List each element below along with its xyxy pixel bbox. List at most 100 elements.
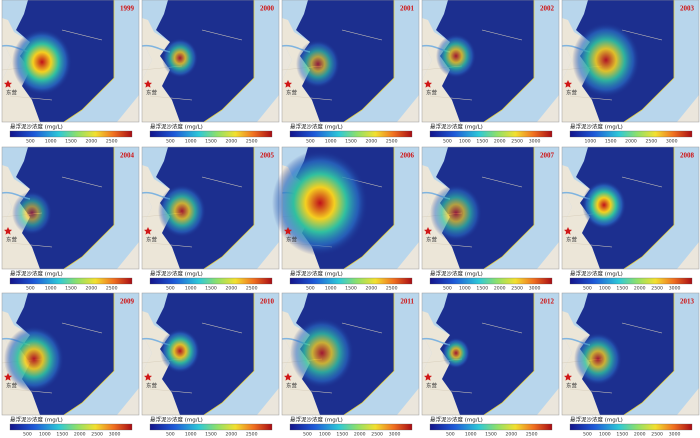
colorbar-tick-label: 500 <box>446 432 455 438</box>
colorbar-tick-label: 1000 <box>45 139 57 145</box>
panel-border <box>1 292 140 416</box>
city-marker <box>144 80 152 88</box>
city-label: 东营 <box>286 382 298 390</box>
city-marker <box>144 227 152 235</box>
city-label: 东营 <box>286 236 298 244</box>
colorbar <box>569 423 693 431</box>
colorbar-tick-label: 500 <box>26 286 35 292</box>
colorbar-tick-label: 2000 <box>505 432 517 438</box>
colorbar-tick-label: 1500 <box>56 432 68 438</box>
year-label: 2011 <box>400 298 414 306</box>
colorbar-tick-label: 1500 <box>616 432 628 438</box>
panel-border <box>141 292 280 416</box>
year-label: 2012 <box>540 298 555 306</box>
colorbar-tick-label: 2000 <box>225 432 237 438</box>
city-label: 东营 <box>146 236 158 244</box>
colorbar-tick-label: 1000 <box>319 432 331 438</box>
year-label: 2010 <box>260 298 275 306</box>
colorbar-tick-label: 1500 <box>345 286 357 292</box>
colorbar-tick-label: 500 <box>166 286 175 292</box>
colorbar-tick-label: 3000 <box>529 286 541 292</box>
year-label: 2000 <box>260 5 275 13</box>
colorbar-tick-label: 2000 <box>85 286 97 292</box>
sediment-plume <box>572 22 640 98</box>
city-marker <box>4 373 12 381</box>
city-marker <box>564 373 572 381</box>
colorbar-tick-label: 2000 <box>85 139 97 145</box>
colorbar <box>149 423 273 431</box>
legend-title: 悬浮泥沙浓度 (mg/L) <box>430 416 483 424</box>
sediment-plume <box>442 337 470 369</box>
legend-title: 悬浮泥沙浓度 (mg/L) <box>570 270 623 278</box>
legend-title: 悬浮泥沙浓度 (mg/L) <box>290 416 343 424</box>
sediment-plume <box>162 38 198 78</box>
city-marker <box>4 80 12 88</box>
year-label: 2013 <box>680 298 695 306</box>
colorbar-tick-label: 500 <box>443 286 452 292</box>
sediment-plume <box>12 29 72 95</box>
year-label: 2001 <box>400 5 415 13</box>
colorbar-tick-label: 1500 <box>205 286 217 292</box>
colorbar-tick-label: 1500 <box>205 432 217 438</box>
panel-border <box>561 146 700 270</box>
year-label: 2002 <box>540 5 555 13</box>
colorbar <box>9 130 133 138</box>
colorbar-tick-label: 2000 <box>225 286 237 292</box>
colorbar-tick-label: 2500 <box>371 432 383 438</box>
colorbar-tick-label: 1000 <box>325 286 337 292</box>
colorbar-tick-label: 1000 <box>185 139 197 145</box>
colorbar-tick-label: 2500 <box>526 432 538 438</box>
colorbar-tick-label: 1500 <box>345 139 357 145</box>
panel-border <box>561 0 700 123</box>
colorbar <box>9 277 133 285</box>
colorbar-tick-label: 2000 <box>634 286 646 292</box>
colorbar-tick-label: 1000 <box>459 139 471 145</box>
colorbar <box>289 423 413 431</box>
colorbar-tick-label: 500 <box>166 139 175 145</box>
sediment-plume <box>574 332 622 386</box>
colorbar-tick-label: 1000 <box>45 286 57 292</box>
colorbar-tick-label: 2500 <box>645 139 657 145</box>
colorbar-tick-label: 2500 <box>386 286 398 292</box>
panel-border <box>561 292 700 416</box>
colorbar-tick-label: 2000 <box>494 139 506 145</box>
sediment-plume <box>436 34 476 78</box>
city-marker <box>284 373 292 381</box>
colorbar-tick-label: 2000 <box>625 139 637 145</box>
legend-title: 悬浮泥沙浓度 (mg/L) <box>10 270 63 278</box>
legend-title: 悬浮泥沙浓度 (mg/L) <box>290 270 343 278</box>
colorbar-tick-label: 2500 <box>511 286 523 292</box>
panel-border <box>281 146 420 270</box>
colorbar-tick-label: 3000 <box>666 139 678 145</box>
city-label: 东营 <box>6 236 18 244</box>
colorbar <box>289 130 413 138</box>
colorbar-tick-label: 500 <box>583 432 592 438</box>
colorbar-tick-label: 1000 <box>584 139 596 145</box>
city-label: 东营 <box>6 382 18 390</box>
panel-border <box>1 0 140 123</box>
colorbar-tick-label: 2500 <box>651 432 663 438</box>
panel-border <box>1 146 140 270</box>
city-marker <box>424 373 432 381</box>
city-marker <box>284 227 292 235</box>
city-label: 东营 <box>146 89 158 97</box>
panel-border <box>141 0 280 123</box>
city-marker <box>4 227 12 235</box>
year-label: 2003 <box>680 5 695 13</box>
colorbar-tick-label: 2500 <box>91 432 103 438</box>
colorbar-tick-label: 2500 <box>651 286 663 292</box>
legend-title: 悬浮泥沙浓度 (mg/L) <box>150 123 203 131</box>
sediment-plume <box>272 150 368 256</box>
panel-border <box>281 292 420 416</box>
sediment-plume <box>290 317 354 389</box>
city-label: 东营 <box>566 89 578 97</box>
colorbar-tick-label: 500 <box>306 286 315 292</box>
city-label: 东营 <box>426 382 438 390</box>
